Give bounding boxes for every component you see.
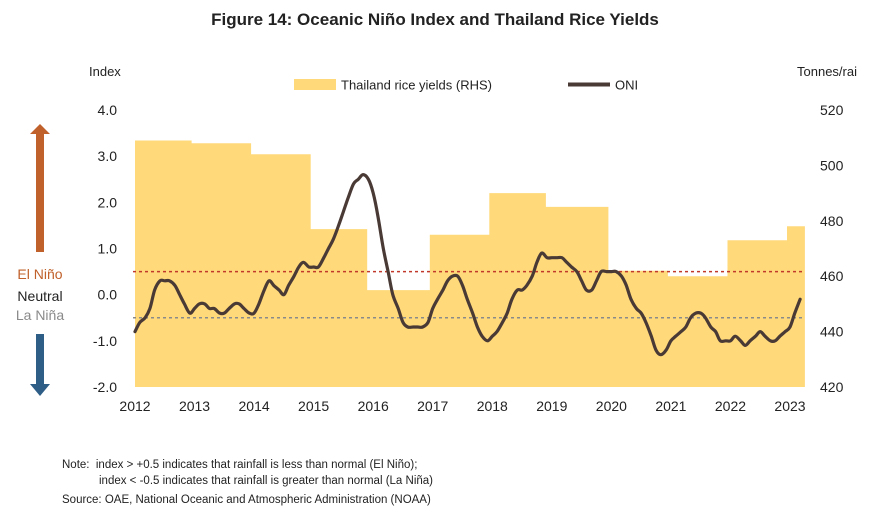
oni-line [133,173,802,357]
x-tick-label: 2019 [536,398,567,414]
yield-area-layer [135,140,805,387]
el-nino-label: El Niño [17,266,63,282]
legend-label-oni: ONI [615,78,638,93]
x-tick-label: 2017 [417,398,448,414]
x-tick-label: 2015 [298,398,329,414]
x-tick-label: 2016 [358,398,389,414]
x-tick-label: 2014 [239,398,270,414]
note-line-2: index < -0.5 indicates that rainfall is … [99,475,433,487]
chart-title: Figure 14: Oceanic Niño Index and Thaila… [211,10,659,29]
left-y-tick-label: 0.0 [98,287,118,303]
legend: Thailand rice yields (RHS) ONI [294,78,638,93]
left-y-tick-label: 1.0 [98,241,118,257]
left-y-tick-label: -1.0 [93,333,117,349]
legend-swatch-yields [294,79,336,90]
right-y-tick-label: 480 [820,213,844,229]
right-y-tick-label: 500 [820,157,844,173]
note-line-1: Note: index > +0.5 indicates that rainfa… [62,459,418,471]
left-axis-title: Index [89,64,121,79]
legend-label-yields: Thailand rice yields (RHS) [341,78,492,93]
right-y-tick-label: 460 [820,268,844,284]
left-y-tick-label: 2.0 [98,194,118,210]
right-y-tick-label: 520 [820,102,844,118]
source-line: Source: OAE, National Oceanic and Atmosp… [62,494,431,506]
right-axis-title: Tonnes/rai [797,64,857,79]
left-y-tick-label: 4.0 [98,102,118,118]
x-tick-label: 2018 [477,398,508,414]
x-tick-label: 2020 [596,398,627,414]
axis-layer: -2.0 -1.0 0.0 1.0 2.0 3.0 4.0 420 440 460 480 500 52… [93,102,844,414]
yield-area [135,140,805,387]
right-y-tick-label: 420 [820,379,844,395]
x-tick-label: 2012 [119,398,150,414]
la-nina-arrow-icon [30,334,50,396]
right-y-tick-label: 440 [820,324,844,340]
arrow-layer [30,124,50,396]
x-tick-label: 2022 [715,398,746,414]
x-tick-label: 2021 [655,398,686,414]
la-nina-label: La Niña [15,307,65,323]
x-tick-label: 2013 [179,398,210,414]
neutral-label: Neutral [17,288,63,304]
left-y-tick-label: -2.0 [93,379,117,395]
x-tick-label: 2023 [774,398,805,414]
left-y-tick-label: 3.0 [98,148,118,164]
el-nino-arrow-icon [30,124,50,252]
oni-line-layer [133,173,802,357]
